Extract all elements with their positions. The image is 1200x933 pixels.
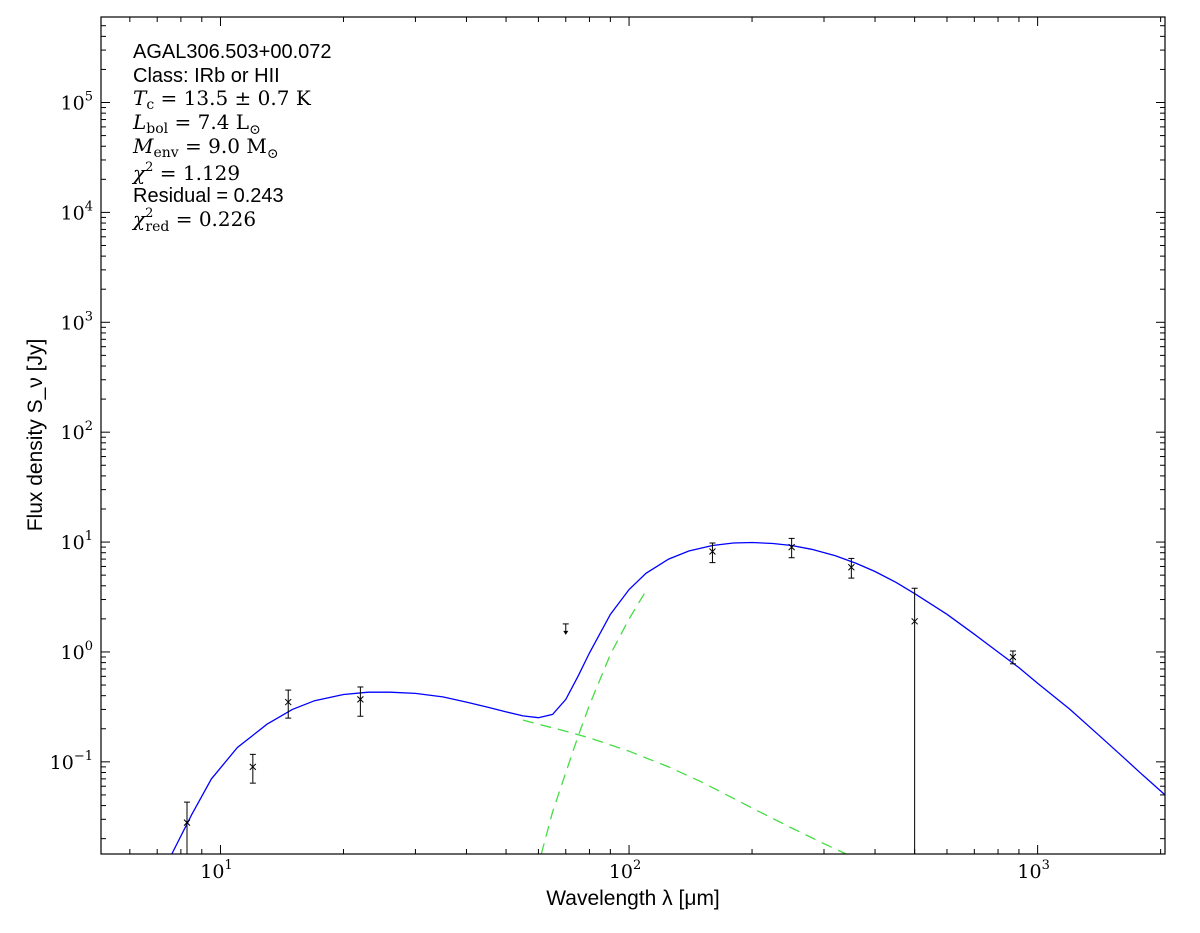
lbol-sub: bol	[146, 121, 168, 137]
lbol-unit-sub: ⊙	[249, 122, 261, 138]
y-tick-label: 10−1	[50, 749, 93, 774]
chi2-symbol: χ	[131, 161, 147, 185]
y-tick-exponent: 1	[85, 529, 93, 544]
plot-frame	[100, 16, 1166, 855]
y-tick-label: 102	[61, 419, 93, 444]
data-point	[709, 542, 716, 564]
data-point	[357, 686, 364, 717]
point-marker	[788, 543, 795, 551]
y-tick-exponent: 0	[85, 639, 93, 654]
y-tick-base: 10	[61, 532, 85, 554]
x-tick-label: 101	[200, 858, 232, 883]
menv-sub: env	[153, 145, 178, 161]
class-label: Class: IRb or HII	[133, 65, 280, 87]
point-marker	[249, 763, 257, 771]
y-tick-exponent: 2	[85, 419, 93, 434]
data-point	[183, 801, 191, 854]
y-tick-base: 10	[61, 422, 85, 444]
y-tick-exponent: 5	[85, 90, 93, 105]
chi2red-value: = 0.226	[169, 207, 256, 231]
y-tick-exponent: 4	[85, 199, 93, 214]
y-tick-base: 10	[61, 312, 85, 334]
y-tick-base: 10	[50, 752, 74, 774]
point-marker	[911, 617, 918, 625]
chi2-label: χ2 = 1.129	[131, 160, 240, 185]
y-tick-base: 10	[61, 642, 85, 664]
point-marker	[1009, 653, 1017, 661]
y-tick-label: 104	[61, 199, 93, 224]
y-tick-label: 101	[61, 529, 93, 554]
x-tick-label: 102	[609, 858, 641, 883]
x-tick-exponent: 3	[1042, 858, 1050, 873]
chi2red-sup: 2	[145, 206, 153, 221]
data-point	[284, 689, 292, 719]
lbol-symbol: L	[132, 110, 146, 134]
envelope-mass-label: Menv = 9.0 M⊙	[132, 134, 279, 162]
lbol-value: = 7.4 L	[168, 110, 249, 134]
x-tick-base: 10	[200, 861, 224, 883]
x-tick-base: 10	[1017, 861, 1041, 883]
point-marker	[284, 698, 292, 706]
axis-ticks	[101, 16, 1165, 854]
y-tick-label: 103	[61, 309, 93, 334]
y-tick-label: 100	[61, 639, 93, 664]
data-points	[183, 537, 1017, 854]
x-tick-base: 10	[609, 861, 633, 883]
data-point	[1009, 650, 1017, 665]
data-point	[249, 753, 257, 784]
model-warm-component	[522, 719, 847, 854]
menv-value: = 9.0 M	[179, 134, 267, 158]
point-marker	[357, 696, 364, 703]
reduced-chi2-label: χ2 red = 0.226	[131, 206, 256, 235]
y-tick-label: 105	[61, 90, 93, 115]
tc-symbol: T	[133, 86, 148, 110]
annotation-block: AGAL306.503+00.072 Class: IRb or HII Tc …	[131, 41, 332, 235]
upper-limit	[562, 623, 569, 635]
upper-limit-arrow	[563, 630, 569, 635]
menv-unit-sub: ⊙	[267, 146, 279, 162]
chi2-value: = 1.129	[153, 161, 240, 185]
x-tick-exponent: 2	[633, 858, 641, 873]
y-tick-base: 10	[61, 202, 85, 224]
y-tick-exponent: −1	[74, 749, 93, 764]
x-axis-title: Wavelength λ [μm]	[546, 887, 720, 910]
tc-value: = 13.5 ± 0.7 K	[154, 86, 312, 110]
point-marker	[709, 548, 716, 555]
x-tick-exponent: 1	[224, 858, 232, 873]
point-marker	[847, 563, 855, 571]
x-tick-label: 103	[1017, 858, 1049, 883]
data-point	[847, 557, 855, 579]
menv-symbol: M	[132, 134, 154, 158]
residual-label: Residual = 0.243	[133, 185, 284, 207]
model-cold-component	[540, 590, 647, 854]
source-name-label: AGAL306.503+00.072	[133, 41, 332, 63]
chi2-sup: 2	[145, 160, 153, 175]
chi2red-sub: red	[145, 219, 169, 235]
chi2red-symbol: χ	[131, 207, 147, 231]
y-tick-base: 10	[61, 93, 85, 115]
point-marker	[183, 819, 191, 826]
temperature-label: Tc = 13.5 ± 0.7 K	[133, 86, 312, 113]
plot-background	[101, 17, 1165, 854]
tc-sub: c	[146, 97, 154, 113]
y-tick-exponent: 3	[85, 309, 93, 324]
data-point	[788, 537, 795, 559]
luminosity-label: Lbol = 7.4 L⊙	[132, 110, 261, 138]
data-point	[911, 587, 918, 854]
y-axis-title: Flux density S_ν [Jy]	[24, 339, 47, 532]
